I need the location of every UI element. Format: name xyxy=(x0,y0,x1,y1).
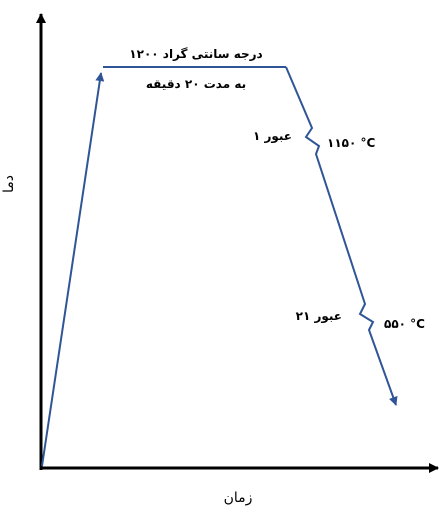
pass-1-temperature: ۱۱۵۰ °C xyxy=(327,136,375,150)
pass-21-label: عبور ۲۱ xyxy=(296,309,342,324)
x-axis-label: زمان xyxy=(224,490,253,506)
hold-temperature-label: ۱۲۰۰ درجه سانتی گراد xyxy=(129,47,262,61)
cooling-segment xyxy=(285,66,398,406)
heating-segment xyxy=(41,72,105,467)
hold-duration-label: به مدت ۲۰ دقیقه xyxy=(146,77,246,91)
pass-1-label: عبور ۱ xyxy=(253,129,292,144)
pass-21-temperature: ۵۵۰ °C xyxy=(384,317,425,331)
y-axis-label: دما xyxy=(1,175,17,193)
